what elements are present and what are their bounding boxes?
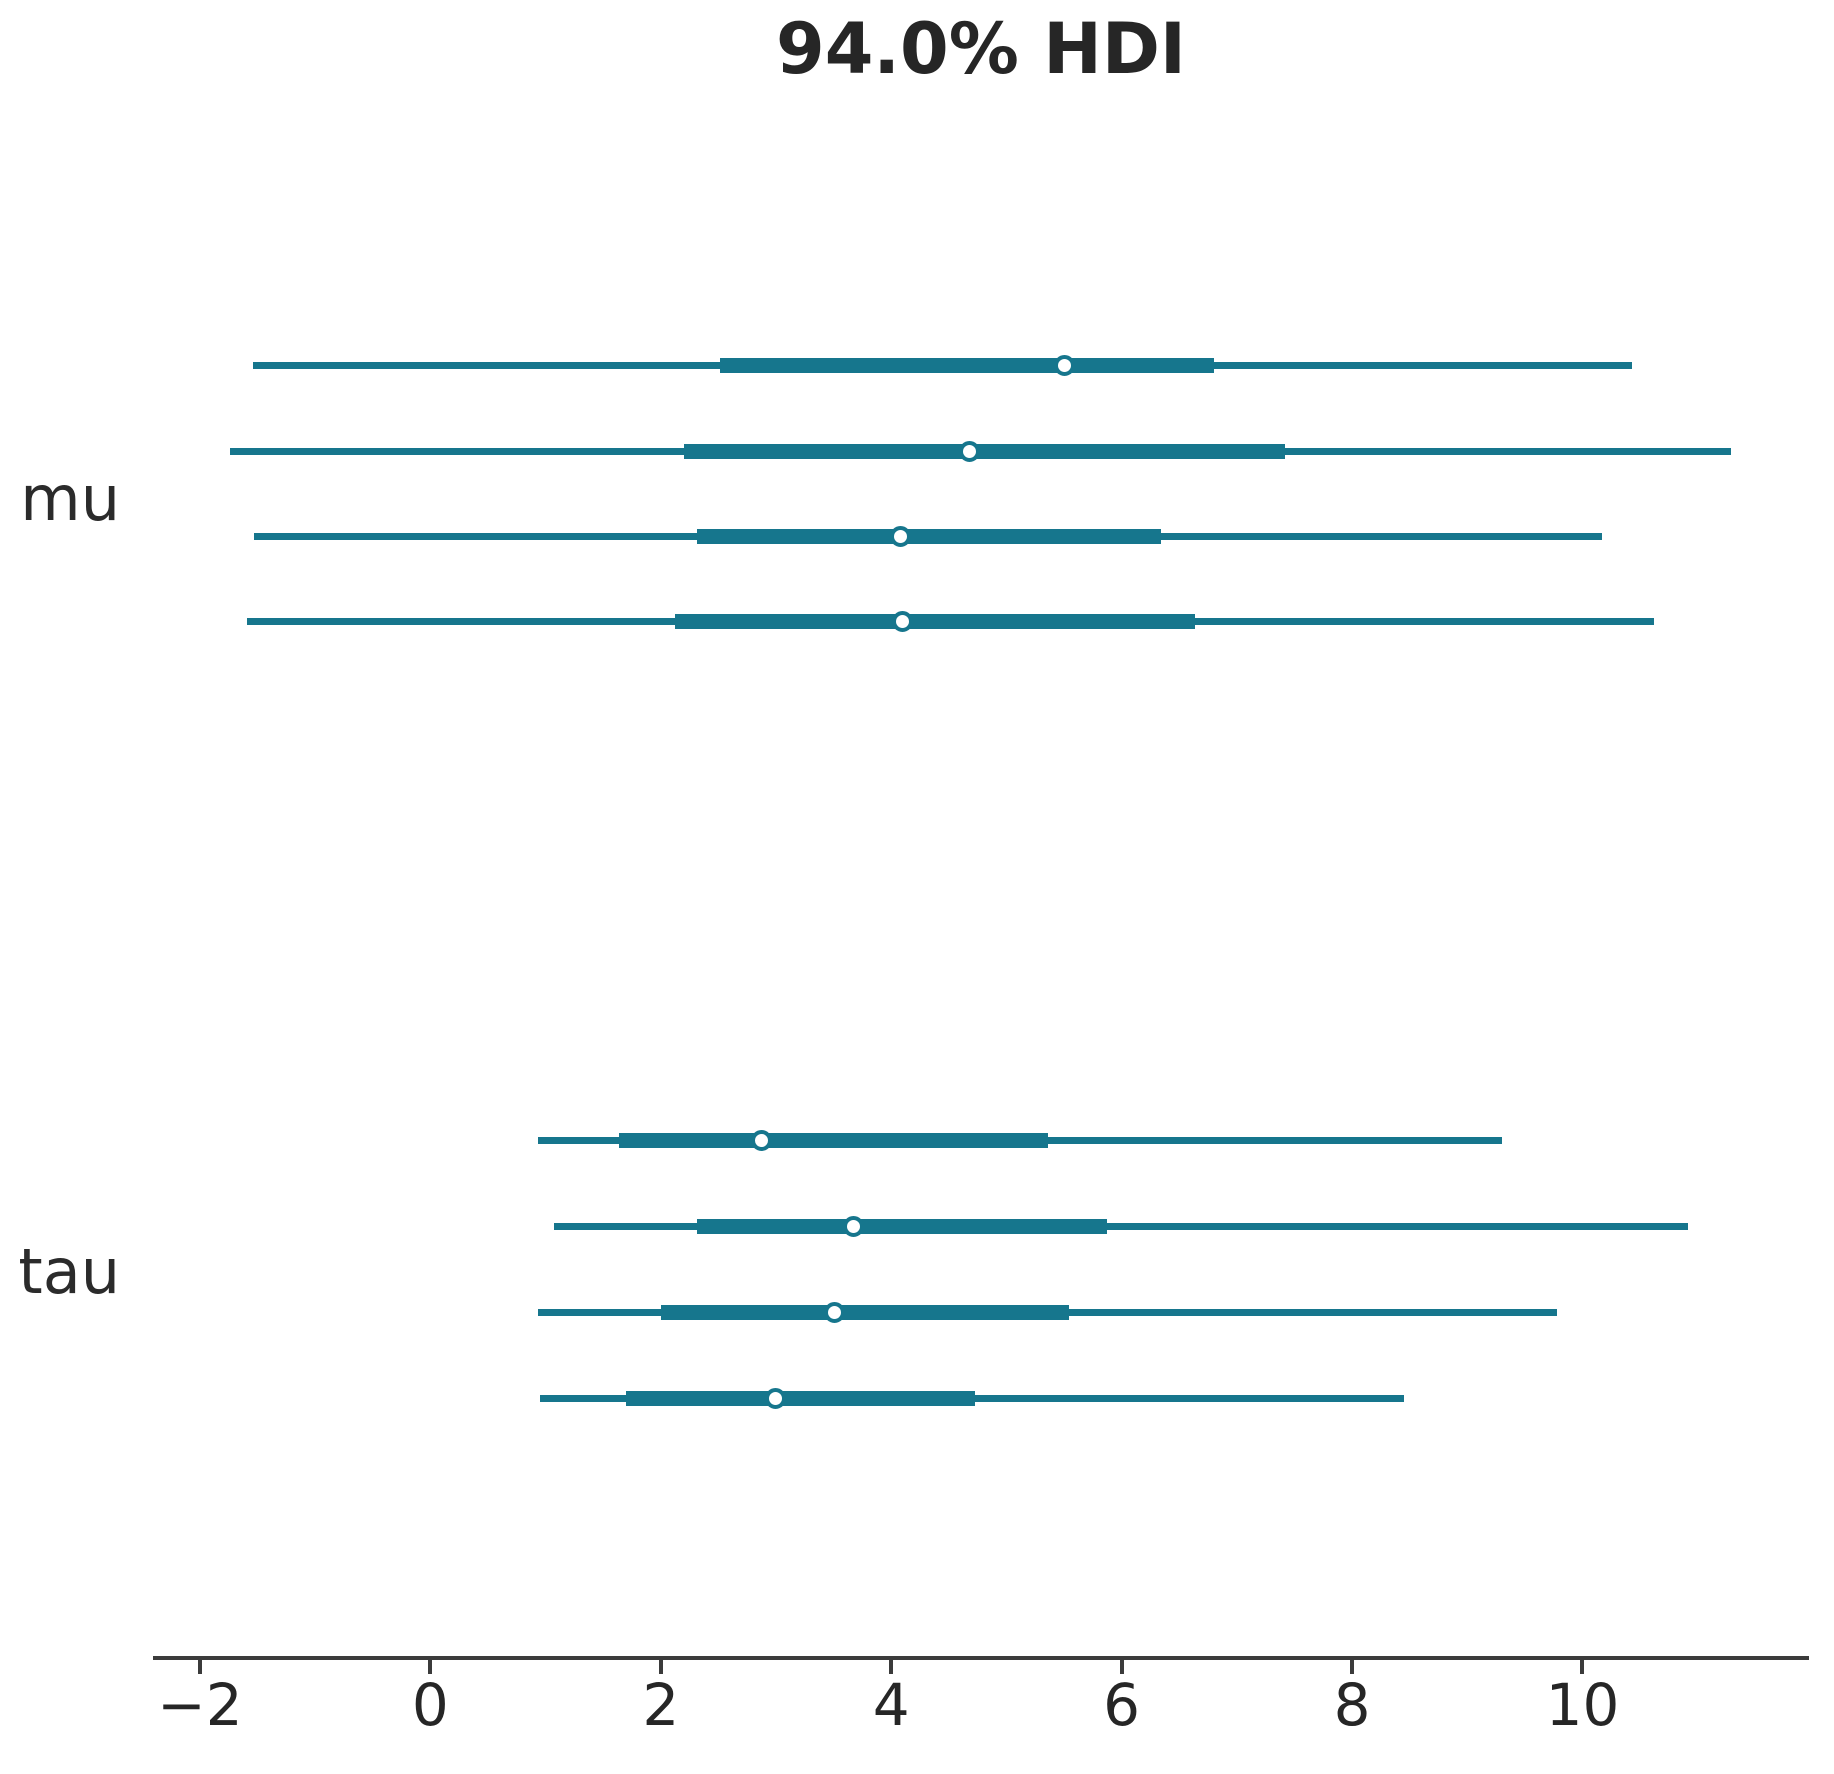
- quartile-bar-tau-chain4: [626, 1390, 976, 1406]
- median-marker-tau-chain2: [842, 1215, 864, 1237]
- x-tick--2: [197, 1660, 202, 1674]
- quartile-bar-tau-chain3: [660, 1304, 1069, 1320]
- quartile-bar-tau-chain2: [696, 1218, 1107, 1234]
- x-tick-0: [428, 1660, 433, 1674]
- median-marker-mu-chain3: [889, 525, 911, 547]
- y-axis-label-tau: tau: [18, 1235, 120, 1308]
- median-marker-tau-chain3: [824, 1301, 846, 1323]
- chart-title: 94.0% HDI: [776, 8, 1186, 90]
- x-tick-10: [1580, 1660, 1585, 1674]
- x-tick-label-4: 4: [872, 1671, 910, 1739]
- median-marker-tau-chain1: [750, 1129, 772, 1151]
- x-tick-label-8: 8: [1333, 1671, 1371, 1739]
- quartile-bar-mu-chain3: [696, 528, 1161, 544]
- x-tick-4: [889, 1660, 894, 1674]
- quartile-bar-tau-chain1: [619, 1132, 1048, 1148]
- x-tick-label-2: 2: [642, 1671, 680, 1739]
- quartile-bar-mu-chain2: [683, 443, 1286, 459]
- hdi-line-tau-chain2: [553, 1222, 1689, 1230]
- quartile-bar-mu-chain1: [719, 357, 1214, 373]
- x-tick-2: [658, 1660, 663, 1674]
- median-marker-mu-chain1: [1053, 354, 1075, 376]
- x-tick-label-10: 10: [1545, 1671, 1620, 1739]
- x-tick-6: [1119, 1660, 1124, 1674]
- x-tick-label-6: 6: [1103, 1671, 1141, 1739]
- x-tick-label-0: 0: [411, 1671, 449, 1739]
- x-axis-spine: [153, 1656, 1809, 1660]
- median-marker-tau-chain4: [765, 1387, 787, 1409]
- median-marker-mu-chain2: [959, 440, 981, 462]
- median-marker-mu-chain4: [892, 610, 914, 632]
- x-tick-label--2: −2: [157, 1671, 243, 1739]
- y-axis-label-mu: mu: [20, 462, 120, 535]
- quartile-bar-mu-chain4: [674, 613, 1196, 629]
- x-tick-8: [1350, 1660, 1355, 1674]
